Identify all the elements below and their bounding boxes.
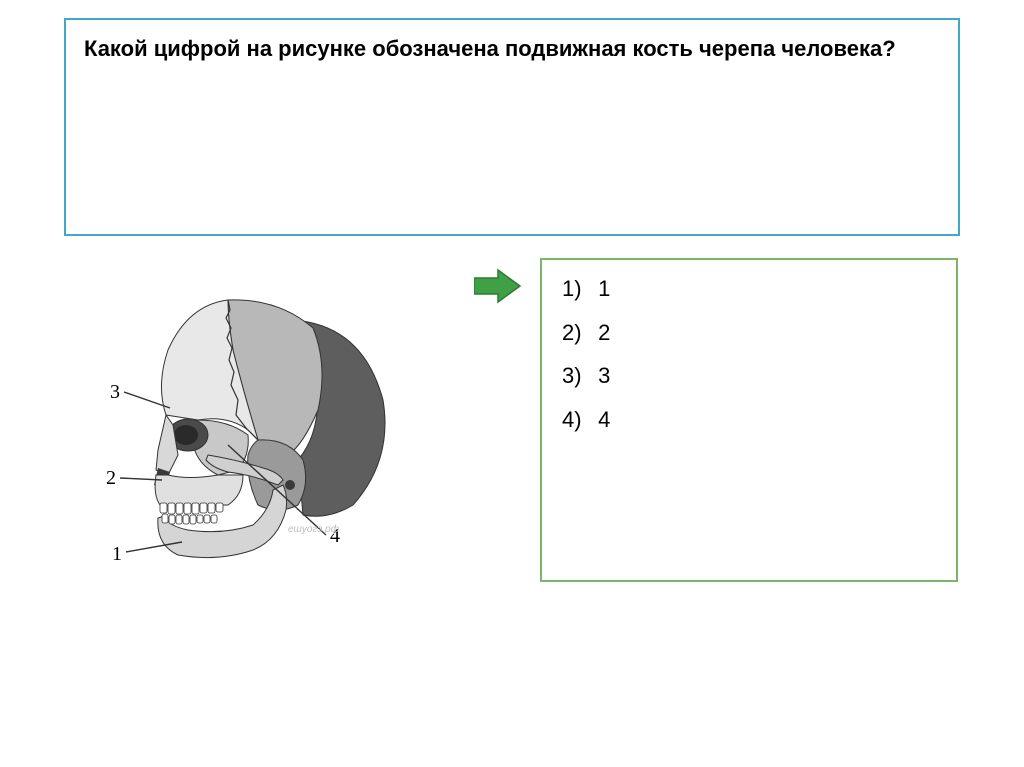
answer-number: 1) xyxy=(562,274,592,304)
arrow-icon xyxy=(474,268,522,304)
answer-number: 3) xyxy=(562,361,592,391)
watermark: ешуогэ.рф xyxy=(288,523,340,535)
label-2: 2 xyxy=(106,467,116,489)
answer-value: 3 xyxy=(598,363,610,388)
answer-value: 4 xyxy=(598,407,610,432)
maxilla-bone xyxy=(155,475,243,505)
question-text: Какой цифрой на рисунке обозначена подви… xyxy=(84,34,940,64)
answer-value: 2 xyxy=(598,320,610,345)
answer-option-1[interactable]: 1) 1 xyxy=(562,274,936,304)
question-box: Какой цифрой на рисунке обозначена подви… xyxy=(64,18,960,236)
skull-svg: 3 2 1 4 ешуогэ.рф xyxy=(78,280,408,580)
answers-box: 1) 1 2) 2 3) 3 4) 4 xyxy=(540,258,958,582)
answer-number: 4) xyxy=(562,405,592,435)
skull-diagram: 3 2 1 4 ешуогэ.рф xyxy=(78,280,408,580)
answer-option-4[interactable]: 4) 4 xyxy=(562,405,936,435)
answer-number: 2) xyxy=(562,318,592,348)
lower-teeth xyxy=(162,514,217,524)
answer-value: 1 xyxy=(598,276,610,301)
answer-option-2[interactable]: 2) 2 xyxy=(562,318,936,348)
label-3: 3 xyxy=(110,381,120,403)
label-1: 1 xyxy=(112,543,122,565)
answer-option-3[interactable]: 3) 3 xyxy=(562,361,936,391)
